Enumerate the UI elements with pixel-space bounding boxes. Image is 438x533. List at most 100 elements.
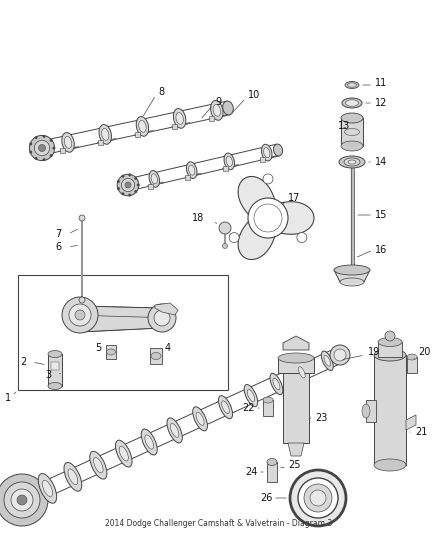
Ellipse shape: [90, 451, 107, 479]
Text: 4: 4: [165, 343, 171, 353]
Text: 2: 2: [20, 357, 26, 367]
Bar: [98, 140, 102, 146]
Text: 5: 5: [95, 343, 101, 353]
Circle shape: [30, 151, 32, 154]
Ellipse shape: [219, 395, 233, 419]
Ellipse shape: [347, 83, 357, 87]
Ellipse shape: [106, 349, 116, 355]
Ellipse shape: [139, 120, 146, 132]
Polygon shape: [334, 270, 370, 282]
Circle shape: [290, 470, 346, 526]
Circle shape: [50, 139, 52, 142]
Bar: [378, 342, 402, 357]
Circle shape: [310, 490, 326, 506]
Circle shape: [134, 190, 137, 193]
Text: 14: 14: [375, 157, 387, 167]
Text: 11: 11: [375, 78, 387, 88]
Text: 3: 3: [45, 370, 51, 380]
Ellipse shape: [324, 356, 331, 366]
Text: 8: 8: [158, 87, 164, 97]
Bar: [106, 345, 116, 359]
Ellipse shape: [149, 171, 159, 187]
Circle shape: [122, 192, 124, 195]
Circle shape: [229, 232, 239, 243]
Text: 24: 24: [245, 467, 258, 477]
Ellipse shape: [211, 101, 223, 120]
Text: 7: 7: [55, 229, 61, 239]
Ellipse shape: [407, 354, 417, 360]
Circle shape: [334, 349, 346, 361]
Polygon shape: [283, 336, 309, 350]
Ellipse shape: [267, 458, 277, 465]
Ellipse shape: [48, 351, 62, 358]
Text: 21: 21: [415, 427, 427, 437]
Ellipse shape: [64, 463, 82, 491]
Bar: [341, 118, 363, 146]
Ellipse shape: [362, 404, 370, 418]
Bar: [278, 358, 314, 373]
Ellipse shape: [37, 141, 47, 155]
Circle shape: [62, 297, 98, 333]
Ellipse shape: [222, 401, 230, 414]
Ellipse shape: [145, 435, 154, 449]
Text: 10: 10: [248, 90, 260, 100]
Circle shape: [297, 232, 307, 243]
Ellipse shape: [341, 113, 363, 123]
Bar: [223, 166, 227, 171]
Circle shape: [148, 304, 176, 332]
Ellipse shape: [298, 367, 305, 378]
Ellipse shape: [378, 337, 402, 346]
Ellipse shape: [124, 179, 133, 191]
Text: 22: 22: [242, 403, 254, 413]
Circle shape: [125, 182, 131, 188]
Circle shape: [219, 222, 231, 234]
Circle shape: [117, 180, 120, 183]
Bar: [18, 275, 228, 390]
Circle shape: [29, 135, 55, 160]
Bar: [283, 368, 309, 443]
Bar: [172, 124, 177, 130]
Ellipse shape: [213, 104, 221, 116]
Text: 9: 9: [215, 97, 221, 107]
Bar: [366, 400, 376, 422]
Text: 13: 13: [338, 121, 350, 131]
Ellipse shape: [270, 373, 283, 394]
Text: 19: 19: [368, 347, 380, 357]
Bar: [209, 116, 214, 122]
Text: 23: 23: [315, 413, 327, 423]
Circle shape: [263, 174, 273, 184]
Ellipse shape: [224, 153, 234, 169]
Ellipse shape: [345, 82, 359, 88]
Ellipse shape: [261, 144, 272, 161]
Bar: [374, 355, 406, 465]
Ellipse shape: [273, 378, 280, 390]
Ellipse shape: [102, 128, 109, 140]
Ellipse shape: [321, 351, 333, 370]
Polygon shape: [238, 176, 314, 260]
Circle shape: [35, 157, 37, 159]
Ellipse shape: [196, 412, 204, 425]
Ellipse shape: [339, 156, 365, 168]
Circle shape: [39, 144, 46, 151]
Circle shape: [34, 140, 49, 156]
Circle shape: [122, 175, 124, 177]
Polygon shape: [288, 443, 304, 456]
Ellipse shape: [340, 278, 364, 286]
Ellipse shape: [173, 109, 186, 128]
Circle shape: [248, 198, 288, 238]
Ellipse shape: [193, 407, 208, 431]
Ellipse shape: [151, 174, 157, 184]
Circle shape: [79, 297, 85, 303]
Ellipse shape: [278, 353, 314, 363]
Ellipse shape: [136, 117, 148, 136]
Polygon shape: [80, 306, 162, 332]
Circle shape: [137, 184, 139, 186]
Circle shape: [43, 135, 45, 138]
Ellipse shape: [64, 136, 72, 148]
Bar: [60, 148, 65, 154]
Text: 20: 20: [418, 347, 431, 357]
Ellipse shape: [346, 100, 358, 106]
Circle shape: [129, 194, 131, 196]
Ellipse shape: [244, 384, 258, 407]
Circle shape: [129, 174, 131, 176]
